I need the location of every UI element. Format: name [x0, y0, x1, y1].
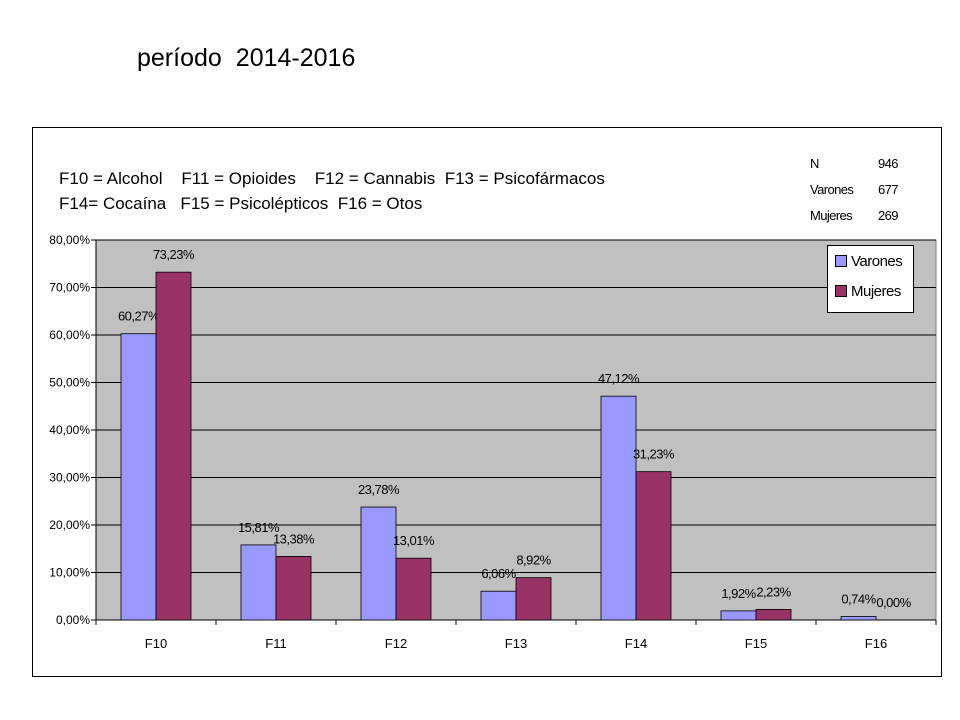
title-word: período	[137, 44, 222, 72]
sample-stats: N 946 Varones 677 Mujeres 269	[810, 150, 898, 228]
stats-row-women: Mujeres 269	[810, 202, 898, 228]
y-tick-label: 60,00%	[49, 328, 90, 342]
x-tick-label: F13	[505, 636, 527, 651]
y-tick-label: 0,00%	[56, 613, 90, 627]
legend-label-women: Mujeres	[851, 282, 901, 300]
data-label-women-f15: 2,23%	[756, 584, 791, 599]
legend-label-men: Varones	[851, 252, 903, 270]
legend-item-men: Varones	[835, 246, 913, 276]
bar-women-f14	[635, 471, 672, 621]
bar-women-f11	[275, 556, 312, 621]
y-tick-label: 50,00%	[49, 376, 90, 390]
x-tick-label: F16	[865, 636, 887, 651]
stats-row-n: N 946	[810, 150, 898, 176]
stats-n-label: N	[810, 155, 819, 171]
y-tick-label: 70,00%	[49, 281, 90, 295]
y-tick-label: 10,00%	[49, 566, 90, 580]
data-label-men-f15: 1,92%	[721, 586, 756, 601]
stats-men-label: Varones	[810, 181, 854, 197]
data-label-men-f11: 15,81%	[238, 520, 280, 535]
data-label-men-f12: 23,78%	[358, 482, 400, 497]
stats-row-men: Varones 677	[810, 176, 898, 202]
x-tick-label: F14	[625, 636, 647, 651]
bar-men-f11	[240, 544, 277, 621]
stats-women-value: 269	[878, 207, 898, 223]
bar-men-f16	[840, 616, 877, 621]
bar-men-f15	[720, 610, 757, 621]
category-key-line-1: F10 = Alcohol F11 = Opioides F12 = Canna…	[59, 169, 605, 188]
y-tick-label: 80,00%	[49, 233, 90, 247]
legend-item-women: Mujeres	[835, 276, 913, 306]
data-label-men-f13: 6,06%	[481, 566, 516, 581]
bar-men-f10	[120, 333, 157, 621]
data-label-women-f16: 0,00%	[876, 595, 911, 610]
data-label-women-f12: 13,01%	[393, 533, 435, 548]
bar-women-f12	[395, 557, 432, 621]
bar-men-f13	[480, 590, 517, 621]
category-key-line-2: F14= Cocaína F15 = Psicolépticos F16 = O…	[59, 194, 423, 213]
legend-swatch-women	[835, 285, 847, 297]
bar-women-f10	[155, 271, 192, 621]
title-years: 2014-2016	[235, 44, 356, 72]
x-tick-label: F10	[145, 636, 167, 651]
y-tick-label: 40,00%	[49, 423, 90, 437]
data-label-women-f11: 13,38%	[273, 531, 315, 546]
y-tick-label: 30,00%	[49, 471, 90, 485]
legend-swatch-men	[835, 255, 847, 267]
data-label-men-f10: 60,27%	[118, 309, 160, 324]
chart-legend: Varones Mujeres	[827, 245, 914, 313]
data-label-men-f14: 47,12%	[598, 371, 640, 386]
stats-women-label: Mujeres	[810, 207, 853, 223]
bar-men-f14	[600, 395, 637, 621]
bar-men-f12	[360, 506, 397, 621]
x-tick-label: F11	[265, 636, 286, 651]
stats-men-value: 677	[878, 181, 898, 197]
data-label-women-f13: 8,92%	[516, 553, 551, 568]
x-tick-label: F15	[745, 636, 767, 651]
data-label-men-f16: 0,74%	[841, 591, 876, 606]
page-title: período 2014-2016	[137, 44, 355, 73]
data-label-women-f10: 73,23%	[153, 247, 195, 262]
x-tick-label: F12	[385, 636, 407, 651]
bar-women-f13	[515, 577, 552, 621]
bar-women-f15	[755, 609, 792, 621]
stats-n-value: 946	[878, 155, 898, 171]
data-label-women-f14: 31,23%	[633, 447, 675, 462]
y-tick-label: 20,00%	[49, 518, 90, 532]
